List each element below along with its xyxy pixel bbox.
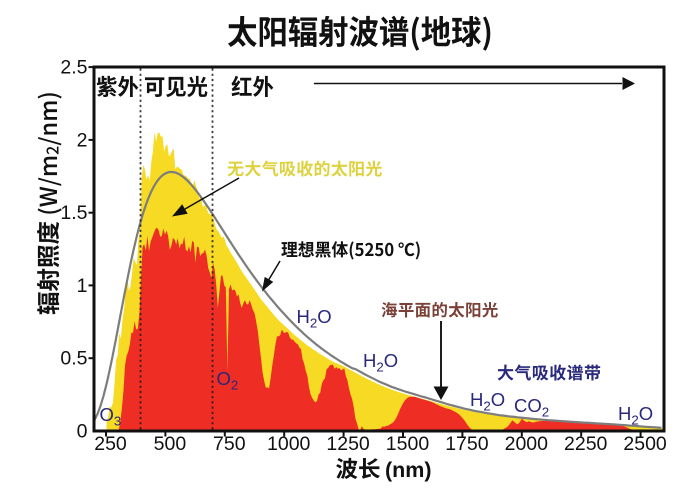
svg-text:1500: 1500 <box>386 433 430 455</box>
svg-text:(nm): (nm) <box>385 458 432 482</box>
svg-text:750: 750 <box>213 433 246 455</box>
svg-text:1.5: 1.5 <box>60 202 87 224</box>
svg-text:1000: 1000 <box>267 433 311 455</box>
svg-text:1250: 1250 <box>326 433 370 455</box>
svg-text:500: 500 <box>154 433 187 455</box>
svg-text:1750: 1750 <box>445 433 489 455</box>
svg-text:2.5: 2.5 <box>60 57 87 79</box>
svg-text:1: 1 <box>77 275 88 297</box>
svg-text:0: 0 <box>77 421 88 443</box>
svg-text:2500: 2500 <box>623 433 667 455</box>
svg-text:2000: 2000 <box>505 433 549 455</box>
svg-text:0.5: 0.5 <box>60 348 87 370</box>
svg-text:2250: 2250 <box>564 433 608 455</box>
svg-text:250: 250 <box>94 433 127 455</box>
svg-text:2: 2 <box>77 129 88 151</box>
